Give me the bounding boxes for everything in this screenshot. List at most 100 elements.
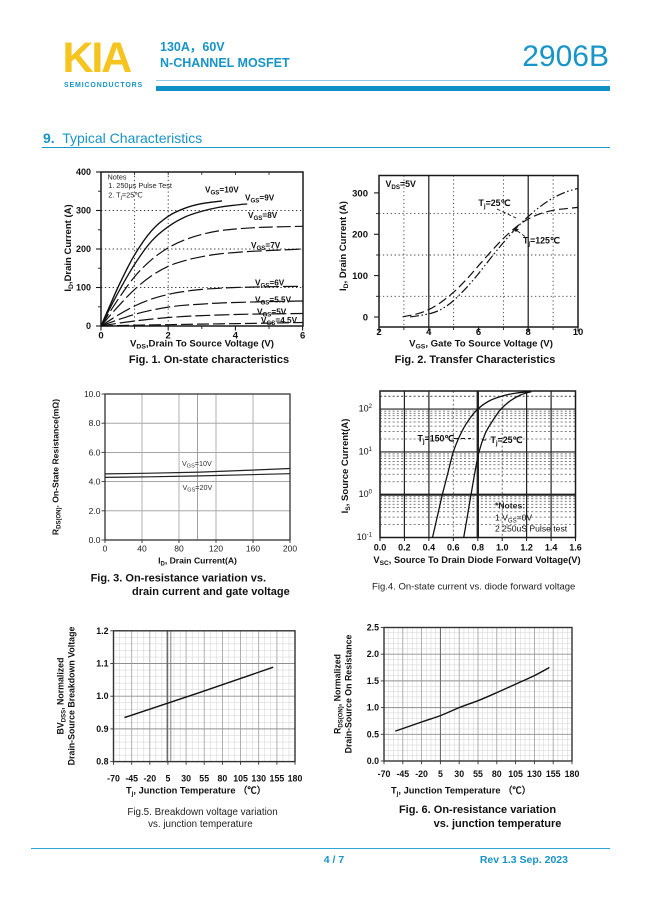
svg-text:1.4: 1.4	[545, 543, 558, 553]
svg-text:-20: -20	[415, 769, 428, 779]
svg-text:100: 100	[76, 283, 91, 293]
svg-text:0: 0	[86, 321, 91, 331]
svg-text:IS, Source Current(A): IS, Source Current(A)	[340, 419, 352, 514]
svg-text:100: 100	[359, 489, 373, 499]
svg-text:VSC, Source To Drain Diode For: VSC, Source To Drain Diode Forward Volta…	[373, 555, 580, 567]
svg-text:-70: -70	[378, 769, 391, 779]
svg-text:VGS=7V: VGS=7V	[251, 241, 281, 252]
svg-text:0.0: 0.0	[367, 756, 379, 766]
svg-text:130: 130	[527, 769, 542, 779]
svg-text:1.2: 1.2	[520, 543, 533, 553]
svg-text:0.0: 0.0	[374, 543, 387, 553]
svg-text:Fig.5. Breakdown voltage varia: Fig.5. Breakdown voltage variation	[127, 807, 277, 818]
svg-text:Drain-Source On Resistance: Drain-Source On Resistance	[344, 634, 354, 753]
svg-text:VGS=9V: VGS=9V	[245, 193, 275, 204]
svg-text:55: 55	[473, 769, 483, 779]
svg-text:Notes: Notes	[108, 173, 127, 182]
svg-text:VGS=8V: VGS=8V	[248, 211, 278, 222]
svg-text:-20: -20	[143, 774, 156, 784]
svg-text:Fig. 1. On-state characteristi: Fig. 1. On-state characteristics	[129, 354, 289, 366]
svg-text:2: 2	[376, 327, 381, 338]
svg-text:2.0: 2.0	[89, 506, 101, 516]
svg-text:VDS,Drain To Source Voltage (V: VDS,Drain To Source Voltage (V)	[130, 339, 274, 351]
svg-text:4: 4	[233, 331, 239, 342]
svg-text:10-1: 10-1	[357, 532, 373, 542]
svg-text:40: 40	[137, 544, 147, 554]
svg-text:6.0: 6.0	[89, 447, 101, 457]
svg-text:101: 101	[359, 446, 373, 456]
svg-text:6: 6	[300, 331, 305, 342]
svg-text:102: 102	[359, 404, 373, 414]
svg-text:80: 80	[492, 769, 502, 779]
svg-text:130: 130	[251, 774, 266, 784]
svg-text:155: 155	[270, 774, 285, 784]
svg-text:Tj=25℃: Tj=25℃	[479, 198, 511, 210]
svg-text:200: 200	[76, 244, 91, 254]
svg-text:BVDSS, Normalized: BVDSS, Normalized	[56, 658, 68, 735]
svg-text:-45: -45	[125, 774, 138, 784]
svg-text:*Notes:: *Notes:	[495, 501, 525, 511]
svg-text:5: 5	[165, 774, 170, 784]
svg-text:0.5: 0.5	[367, 729, 379, 739]
svg-text:0: 0	[103, 544, 108, 554]
svg-text:1.0: 1.0	[367, 703, 379, 713]
svg-text:10.0: 10.0	[84, 389, 101, 399]
svg-text:155: 155	[546, 769, 561, 779]
svg-text:1.0: 1.0	[96, 691, 108, 701]
svg-text:VGS=4.5V: VGS=4.5V	[261, 316, 298, 327]
svg-text:0.9: 0.9	[96, 724, 108, 734]
svg-text:0: 0	[98, 331, 103, 342]
svg-text:vs. junction temperature: vs. junction temperature	[148, 819, 253, 830]
svg-text:200: 200	[283, 544, 297, 554]
svg-text:RDS(ON). On-State Resistance(m: RDS(ON). On-State Resistance(mΩ)	[51, 399, 63, 535]
svg-text:VGS=5.5V: VGS=5.5V	[255, 295, 292, 306]
svg-text:1.1: 1.1	[96, 659, 108, 669]
svg-text:105: 105	[233, 774, 248, 784]
svg-text:VGS=5V: VGS=5V	[257, 307, 287, 318]
svg-text:Tj=125℃: Tj=125℃	[523, 236, 560, 248]
svg-text:4: 4	[426, 327, 432, 338]
svg-text:30: 30	[454, 769, 464, 779]
svg-text:2. Tj=25℃: 2. Tj=25℃	[108, 190, 142, 201]
svg-text:0.4: 0.4	[423, 543, 436, 553]
svg-text:105: 105	[508, 769, 523, 779]
svg-text:1.5: 1.5	[367, 676, 379, 686]
svg-text:RDS(ON), Normalized: RDS(ON), Normalized	[333, 654, 345, 734]
svg-text:VGS=20V: VGS=20V	[183, 483, 213, 494]
svg-text:4.0: 4.0	[89, 477, 101, 487]
svg-text:vs. junction temperature: vs. junction temperature	[434, 818, 562, 830]
svg-text:0.8: 0.8	[96, 757, 108, 767]
svg-text:Tj=150℃: Tj=150℃	[418, 434, 455, 446]
svg-text:200: 200	[352, 230, 368, 241]
svg-text:2: 2	[166, 331, 171, 342]
svg-text:8.0: 8.0	[89, 418, 101, 428]
svg-text:ID, Drain Current (A): ID, Drain Current (A)	[338, 201, 350, 291]
svg-text:Fig. 3. On-resistance variatio: Fig. 3. On-resistance variation vs.	[91, 573, 266, 585]
svg-text:0.6: 0.6	[447, 543, 460, 553]
svg-text:-70: -70	[107, 774, 120, 784]
svg-text:Fig.4. On-state current vs. di: Fig.4. On-state current vs. diode forwar…	[372, 582, 575, 593]
svg-text:8: 8	[526, 327, 531, 338]
svg-text:1. 250μs Pulse Test: 1. 250μs Pulse Test	[108, 181, 172, 190]
svg-text:Fig. 6. On-resistance variatio: Fig. 6. On-resistance variation	[399, 804, 556, 816]
svg-text:Fig. 2. Transfer Characteristi: Fig. 2. Transfer Characteristics	[395, 354, 556, 366]
svg-text:120: 120	[209, 544, 223, 554]
svg-text:Tj=25℃: Tj=25℃	[491, 435, 523, 447]
svg-text:6: 6	[476, 327, 481, 338]
svg-text:1.6: 1.6	[569, 543, 582, 553]
svg-text:drain current and gate voltage: drain current and gate voltage	[132, 586, 290, 598]
svg-text:0.0: 0.0	[89, 535, 101, 545]
svg-text:5: 5	[438, 769, 443, 779]
svg-text:1.2: 1.2	[96, 626, 108, 636]
svg-text:400: 400	[76, 167, 91, 177]
svg-text:ID,Drain Current (A): ID,Drain Current (A)	[63, 204, 75, 291]
svg-text:1.VGS=0V: 1.VGS=0V	[495, 513, 532, 525]
svg-text:0.8: 0.8	[472, 543, 485, 553]
svg-text:ID, Drain Current(A): ID, Drain Current(A)	[158, 556, 237, 568]
svg-text:Tj, Junction Temperature （℃）: Tj, Junction Temperature （℃）	[391, 785, 531, 798]
svg-text:10: 10	[573, 327, 584, 338]
svg-text:2 250uS Pulse test: 2 250uS Pulse test	[495, 524, 568, 534]
svg-text:Drain-Source Breakdown Voltage: Drain-Source Breakdown Voltage	[67, 627, 77, 766]
svg-text:0: 0	[363, 312, 368, 323]
svg-text:VGS, Gate To Source Voltage (: VGS, Gate To Source Voltage (V)	[409, 339, 553, 351]
